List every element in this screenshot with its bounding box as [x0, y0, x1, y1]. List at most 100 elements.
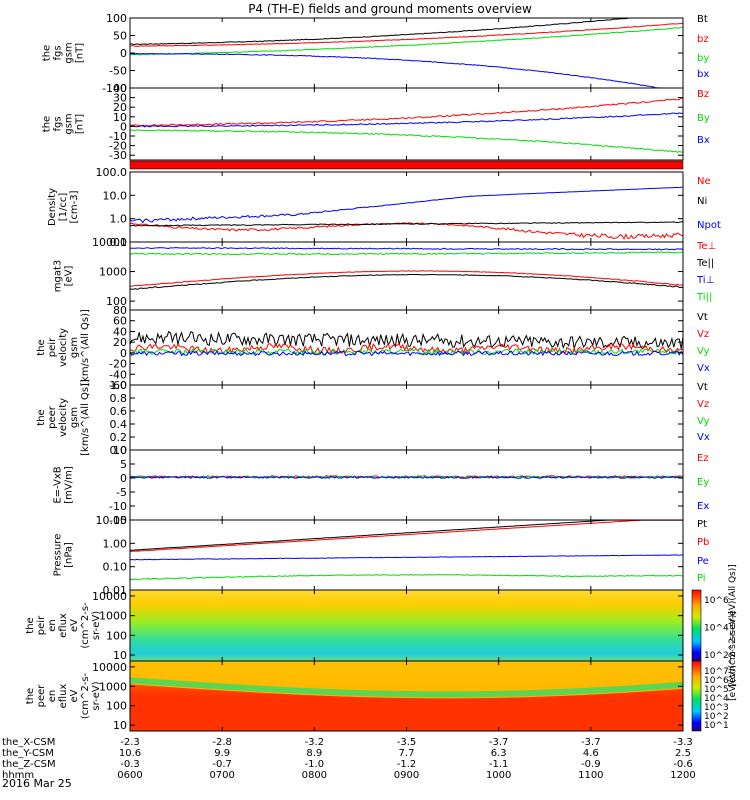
legend-peir_vel-Vz: Vz	[697, 329, 709, 340]
y-tick-label: 1000	[99, 610, 127, 623]
x-tick-label: 0900	[394, 770, 419, 781]
y-axis-label-line: sr-eV)	[91, 611, 102, 640]
panel-frame	[129, 519, 684, 591]
legend-peir_vel-Vy: Vy	[697, 346, 710, 357]
series-line-fgs_dsl-By	[129, 129, 684, 153]
y-axis-label-line: eV	[69, 619, 80, 632]
spectrogram-cutoff-band	[129, 677, 684, 698]
legend-efield-Ex: Ex	[697, 501, 709, 512]
ephemeris-value: -0.9	[581, 759, 601, 770]
y-tick-label: 1000	[99, 266, 127, 279]
y-tick-label: 10	[113, 111, 127, 124]
y-tick-label: 1.0	[110, 379, 128, 392]
y-axis-label-line: peer	[47, 405, 58, 429]
legend-peir_vel-Vt: Vt	[697, 312, 708, 323]
y-axis-label-line: peer	[36, 684, 47, 708]
legend-temp-Ti⊥: Ti⊥	[696, 275, 714, 286]
y-axis-label-line: en	[47, 619, 58, 632]
y-tick-label: 40	[113, 82, 127, 95]
y-axis-label-line: the	[25, 688, 36, 704]
y-axis-label-line: [nT]	[75, 114, 86, 134]
legend-peer_vel-Vt: Vt	[697, 382, 708, 393]
colorbar-label: [eV/(cm^2-s-sr-eV)(All Qs)]	[728, 564, 738, 687]
y-tick-label: -20	[109, 140, 127, 153]
ephemeris-value: -0.6	[673, 759, 693, 770]
panel-frame	[129, 384, 684, 451]
x-tick-label: 0700	[209, 770, 234, 781]
colorbar-tick-label: 10^1	[704, 721, 729, 731]
y-axis-label-line: (cm^2-s-	[80, 672, 91, 719]
panel-pressure: Pt Pb Pe Pi 10.00 1.00 0.10 0.01 Pressure [nPa]	[53, 514, 710, 597]
y-tick-label: -20	[109, 358, 127, 371]
y-axis-label-line: eflux	[58, 613, 69, 638]
legend-density-Ne: Ne	[697, 176, 711, 187]
ephemeris-value: -3.7	[581, 737, 601, 748]
legend-pressure-Pb: Pb	[697, 537, 709, 548]
y-axis-label-line: [1/cc]	[58, 193, 69, 222]
colorbar-peir_eflux	[691, 589, 702, 662]
y-axis-label-line: the	[42, 45, 53, 61]
ephemeris-value: 2.5	[675, 748, 691, 759]
y-tick-label: 10	[113, 649, 127, 662]
y-tick-label: 100	[106, 295, 127, 308]
series-line-peir_vel-Vx	[129, 350, 684, 357]
ephemeris-label: the_X-CSM	[2, 737, 55, 748]
y-axis-label-line: gsm	[69, 337, 80, 358]
colorbar-tick-label: 10^3	[704, 703, 729, 713]
y-tick-label: 60	[113, 315, 127, 328]
panel-frame	[129, 449, 684, 521]
x-tick-label: 0800	[302, 770, 327, 781]
y-tick-label: 0.2	[110, 431, 128, 444]
colorbar-tick-label: 10^7	[704, 667, 729, 677]
legend-fgs_gsm-bz: bz	[697, 34, 709, 45]
y-tick-label: 100	[106, 12, 127, 25]
ephemeris-value: -1.2	[397, 759, 417, 770]
y-axis-label-line: fgs	[53, 116, 64, 131]
y-tick-label: 10.00	[96, 514, 128, 527]
series-line-temp-Te⊥	[129, 270, 684, 287]
series-line-pressure-Pt	[129, 519, 683, 551]
legend-pressure-Pi: Pi	[697, 573, 706, 584]
legend-density-Npot: Npot	[697, 220, 721, 231]
legend-pressure-Pt: Pt	[697, 519, 707, 530]
legend-efield-Ey: Ey	[697, 477, 709, 488]
legend-fgs_gsm-by: by	[697, 53, 709, 64]
colorbar-tick-label: 10^6	[704, 676, 729, 686]
y-tick-label: -15	[109, 514, 127, 527]
y-axis-label-line: [km/s^(All Qs)]	[80, 309, 91, 386]
y-axis-label-line: E=-VxB	[53, 466, 64, 503]
ephemeris-value: -0.7	[212, 759, 232, 770]
y-axis-label-line: eflux	[58, 684, 69, 709]
y-tick-label: 0.6	[110, 405, 128, 418]
series-line-fgs_dsl-Bx	[129, 112, 684, 128]
y-tick-label: 0.0	[110, 444, 128, 457]
y-axis-label-line: gsm	[64, 42, 75, 63]
series-line-density-Npot	[129, 186, 684, 224]
y-tick-label: 100	[106, 629, 127, 642]
ephemeris-value: -1.1	[489, 759, 509, 770]
legend-temp-Ti||: Ti||	[696, 292, 712, 303]
y-axis-label-line: gsm	[64, 113, 75, 134]
legend-fgs_dsl-Bz: Bz	[697, 89, 709, 100]
legend-fgs_gsm-bx: bx	[697, 69, 709, 80]
legend-density-Ni: Ni	[697, 196, 707, 207]
ephemeris-value: -3.2	[305, 737, 325, 748]
y-axis-label-line: sr-eV)	[91, 681, 102, 710]
legend-fgs_dsl-Bx: Bx	[697, 135, 710, 146]
x-tick-label: 1200	[670, 770, 695, 781]
y-tick-label: 1000	[99, 680, 127, 693]
y-tick-label: 80	[113, 304, 127, 317]
y-tick-label: 40	[113, 325, 127, 338]
colorbar-tick-label: 10^4	[704, 694, 729, 704]
legend-temp-Te⊥: Te⊥	[696, 241, 716, 252]
series-line-fgs_gsm-bz	[129, 23, 684, 47]
legend-peer_vel-Vx: Vx	[697, 432, 710, 443]
ephemeris-value: -3.3	[673, 737, 693, 748]
series-line-temp-Ti⊥	[129, 247, 684, 251]
y-tick-label: 1.00	[103, 537, 128, 550]
y-tick-label: -100	[102, 82, 127, 95]
y-tick-label: 0	[120, 120, 127, 133]
y-tick-label: 5	[120, 458, 127, 471]
y-axis-label-line: [km/s^(All Qs)]	[80, 379, 91, 456]
